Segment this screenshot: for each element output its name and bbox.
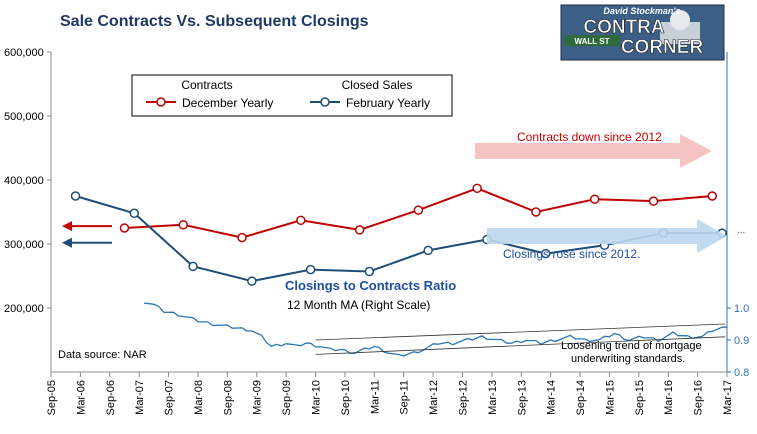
x-tick-label: Sep-13 [516,380,528,415]
left-tick-label: 600,000 [4,47,44,59]
legend-label-february: February Yearly [346,96,430,110]
left-tick-label: 200,000 [4,303,44,315]
x-tick-label: Mar-10 [311,380,323,415]
left-tick-label: 400,000 [4,175,44,187]
february-yearly-point [364,266,375,277]
february-yearly-point [247,276,257,286]
legend-marker-december [156,97,166,107]
x-tick-label: Mar-09 [252,380,264,415]
x-tick-label: Sep-14 [575,380,587,415]
ratio-title: Closings to Contracts Ratio [285,278,456,293]
december-yearly-point [648,196,659,206]
x-tick-label: Sep-08 [222,380,234,415]
ratio-subtitle: 12 Month MA (Right Scale) [287,298,430,312]
december-yearly-point [589,194,600,204]
february-yearly-point [70,191,81,201]
x-tick-label: Sep-05 [46,380,58,415]
x-tick-label: Sep-09 [281,380,293,415]
december-yearly-point [119,223,130,233]
legend-label-december: December Yearly [182,96,273,110]
february-yearly-point [423,245,433,256]
x-tick-label: Mar-07 [134,380,146,415]
february-yearly-point [188,261,198,272]
x-tick-label: Sep-15 [634,380,646,415]
left-tick-label: 300,000 [4,239,44,251]
contra-corner-logo: WALL ST David Stockman's CONTRA CORNER [560,4,725,61]
loosening-line2: underwriting standards. [571,353,685,365]
x-tick-label: Sep-11 [399,380,411,415]
x-tick-label: Mar-14 [546,380,558,415]
x-tick-label: Mar-17 [722,380,734,415]
february-yearly-point [305,264,316,275]
contracts-margin-arrow-head [62,221,72,232]
left-tick-label: 500,000 [4,111,44,123]
logo-line2: CORNER [621,37,704,58]
trend-channel-upper [315,323,726,341]
legend-header-contracts: Contracts [181,78,232,92]
x-tick-label: Sep-07 [164,380,176,415]
right-tick-label: 1.0 [734,303,749,315]
december-yearly-point [707,191,718,201]
x-tick-label: Mar-15 [604,380,616,415]
x-tick-label: Mar-16 [663,380,675,415]
logo-top-text: David Stockman's [603,6,680,16]
x-tick-label: Sep-06 [105,380,117,415]
ratio-line [144,302,727,357]
x-tick-label: Mar-12 [428,380,440,415]
december-yearly-point [296,215,306,226]
data-source: Data source: NAR [58,349,147,361]
right-tick-label: 0.9 [734,335,749,347]
right-edge-mark: ... [737,225,745,236]
december-yearly-point [472,183,482,194]
x-tick-label: Mar-08 [193,380,205,415]
closings-margin-arrow-head [62,237,72,248]
x-tick-label: Mar-06 [75,380,87,415]
loosening-line1: Loosening trend of mortgage [561,340,702,352]
x-tick-label: Sep-16 [693,380,705,415]
x-tick-label: Mar-13 [487,380,499,415]
plot-layer: 600,000 500,000 400,000 300,000 200,000 1.0 0.… [4,47,749,415]
legend-header-closed: Closed Sales [342,78,413,92]
december-yearly-point [354,225,365,235]
chart-title: Sale Contracts Vs. Subsequent Closings [60,13,369,30]
trend-channel-lower [315,336,726,355]
legend: Contracts Closed Sales December Yearly F… [131,74,453,117]
february-yearly-point [129,208,140,219]
x-tick-label: Mar-11 [369,380,381,414]
december-yearly-point [413,205,424,215]
legend-marker-february [320,97,330,107]
x-tick-label: Sep-12 [457,380,469,415]
february-yearly-point [541,248,551,259]
x-tick-label: Sep-10 [340,380,352,415]
december-yearly-point [531,207,541,217]
logo-sign-text: WALL ST [575,37,610,46]
december-yearly-point [178,220,189,230]
closings-trend-label: Closings rose since 2012. [503,247,640,261]
december-yearly-point [237,232,247,243]
contracts-trend-arrow [475,134,712,168]
closings-trend-arrow [487,219,727,253]
right-tick-label: 0.8 [734,367,749,379]
legend-box [131,74,453,117]
logo-line1: CONTRA [583,17,665,38]
contracts-trend-label: Contracts down since 2012 [517,130,662,144]
